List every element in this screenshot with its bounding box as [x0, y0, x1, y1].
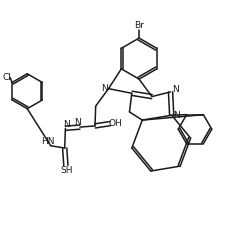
Text: N: N: [74, 118, 80, 127]
Text: HN: HN: [41, 137, 54, 146]
Text: N: N: [63, 120, 70, 129]
Text: Cl: Cl: [3, 73, 11, 82]
Text: N: N: [172, 85, 179, 94]
Text: N: N: [173, 111, 180, 120]
Text: SH: SH: [61, 166, 73, 175]
Text: OH: OH: [108, 119, 122, 128]
Text: Br: Br: [134, 21, 144, 30]
Text: N: N: [101, 84, 108, 93]
